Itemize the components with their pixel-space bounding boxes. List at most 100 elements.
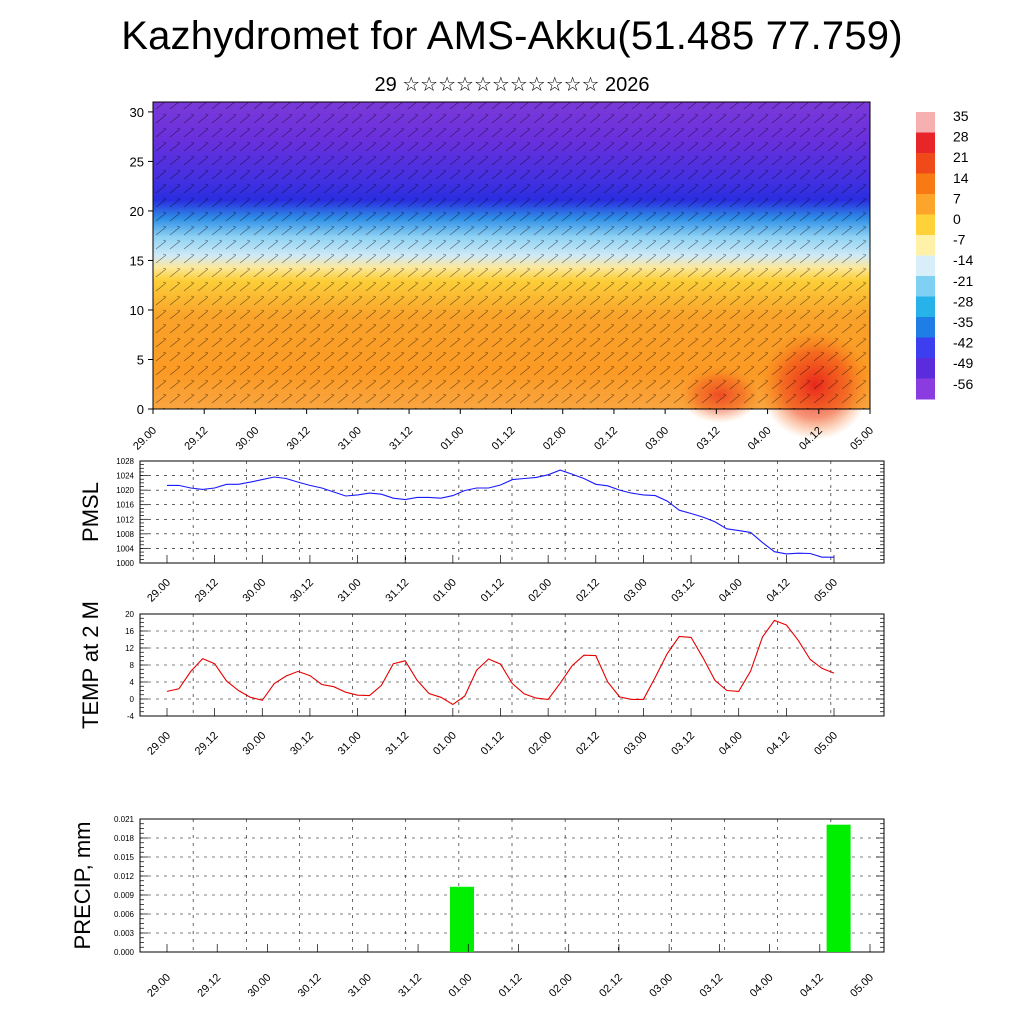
y-tick-label: 0 — [130, 695, 135, 704]
x-tick-label: 02.12 — [592, 425, 620, 453]
precip-panel: 0.000 0.003 0.006 0.009 0.012 0.015 0.018 0.021… — [70, 815, 885, 1000]
x-tick-label: 29.12 — [193, 730, 221, 758]
colorbar-swatch — [916, 276, 935, 297]
y-tick-label: 20 — [125, 610, 134, 619]
colorbar: 35 28 21 14 7 0 -7 -14 -21 -28 -35 -42 -49 -56 — [916, 108, 973, 400]
x-tick-label: 04.12 — [765, 730, 793, 758]
y-tick-label: 0.006 — [114, 910, 135, 919]
x-tick-label: 05.00 — [848, 425, 876, 453]
x-tick-label: 03.12 — [669, 730, 697, 758]
x-tick-label: 04.00 — [746, 425, 774, 453]
x-tick-label: 02.12 — [574, 730, 602, 758]
cross-section-panel: 0 5 10 15 20 25 30 29.00 29.12 30.00 30.12 31.00 31.… — [130, 101, 876, 453]
y-tick-label: 1028 — [116, 457, 134, 466]
pmsl-line — [167, 469, 834, 558]
colorbar-swatch — [916, 214, 935, 236]
colorbar-label: -28 — [953, 293, 973, 309]
colorbar-label: -56 — [953, 376, 973, 392]
x-tick-label: 31.12 — [383, 577, 411, 605]
x-tick-label: 01.00 — [438, 425, 466, 453]
colorbar-label: -49 — [953, 355, 973, 371]
x-tick-label: 30.00 — [240, 730, 268, 758]
y-tick-label: 30 — [130, 105, 144, 120]
y-tick-label: 1004 — [116, 544, 134, 553]
x-tick-label: 29.00 — [145, 730, 173, 758]
x-tick-label: 29.12 — [193, 577, 221, 605]
x-tick-label: 29.00 — [131, 425, 159, 453]
colorbar-swatch — [916, 173, 935, 195]
x-tick-label: 04.00 — [717, 577, 745, 605]
y-tick-label: 1020 — [116, 486, 134, 495]
x-tick-label: 31.12 — [396, 972, 424, 1000]
y-tick-label: 0.012 — [114, 872, 135, 881]
x-tick-label: 03.12 — [698, 972, 726, 1000]
y-tick-label: 10 — [130, 303, 144, 318]
x-tick-label: 03.12 — [695, 425, 723, 453]
colorbar-swatch — [916, 132, 935, 154]
colorbar-swatch — [916, 255, 935, 277]
colorbar-swatch — [916, 296, 935, 318]
x-tick-label: 30.12 — [296, 972, 324, 1000]
y-tick-label: 1012 — [116, 515, 134, 524]
y-tick-label: 1000 — [116, 559, 134, 568]
y-tick-label: 20 — [130, 204, 144, 219]
y-tick-label: -4 — [127, 712, 135, 721]
precip-bar — [450, 886, 475, 952]
colorbar-label: -42 — [953, 335, 973, 351]
x-tick-label: 30.00 — [240, 577, 268, 605]
precip-bar — [826, 824, 851, 952]
y-tick-label: 1024 — [116, 472, 134, 481]
colorbar-label: -35 — [953, 314, 973, 330]
x-tick-label: 30.00 — [246, 972, 274, 1000]
y-axis-title: PMSL — [78, 482, 103, 542]
x-tick-label: 29.00 — [145, 577, 173, 605]
x-tick-label: 05.00 — [812, 730, 840, 758]
colorbar-label: 28 — [953, 129, 969, 145]
temp-panel: -4 0 4 8 12 16 20 TEMP at 2 M 29.00 29.12 30.00 30.… — [78, 601, 885, 758]
x-tick-label: 31.12 — [383, 730, 411, 758]
y-tick-label: 4 — [130, 678, 135, 687]
x-tick-label: 02.12 — [574, 577, 602, 605]
y-tick-label: 15 — [130, 253, 144, 268]
y-tick-label: 5 — [137, 352, 144, 367]
x-tick-label: 02.00 — [526, 730, 554, 758]
temp2m-line — [166, 619, 835, 706]
colorbar-swatch — [916, 378, 935, 400]
colorbar-label: -21 — [953, 273, 973, 289]
x-tick-label: 01.00 — [431, 577, 459, 605]
colorbar-swatch — [916, 317, 935, 338]
y-axis-title: TEMP at 2 M — [78, 601, 103, 729]
x-tick-label: 05.00 — [848, 972, 876, 1000]
wind-vectors — [153, 102, 870, 409]
x-tick-label: 02.00 — [541, 425, 569, 453]
y-tick-label: 0.000 — [114, 948, 135, 957]
x-tick-label: 04.12 — [798, 972, 826, 1000]
y-tick-label: 8 — [130, 661, 135, 670]
x-tick-label: 01.00 — [431, 730, 459, 758]
colorbar-swatch — [916, 235, 935, 256]
y-tick-label: 25 — [130, 154, 144, 169]
colorbar-swatch — [916, 112, 935, 133]
chart-title: Kazhydromet for AMS-Akku(51.485 77.759) — [121, 14, 903, 58]
x-tick-label: 31.12 — [387, 425, 415, 453]
colorbar-label: 21 — [953, 149, 969, 165]
colorbar-label: -14 — [953, 252, 973, 268]
colorbar-swatch — [916, 337, 935, 359]
y-axis-title: PRECIP, mm — [70, 822, 95, 950]
x-tick-label: 04.00 — [717, 730, 745, 758]
colorbar-label: 14 — [953, 170, 969, 186]
pmsl-panel: 1000 1004 1008 1012 1016 1020 1024 1028 PMSL 29.0… — [78, 457, 885, 605]
x-tick-label: 31.00 — [336, 730, 364, 758]
x-tick-label: 01.12 — [497, 972, 525, 1000]
x-tick-label: 03.12 — [669, 577, 697, 605]
x-tick-label: 30.00 — [234, 425, 262, 453]
x-tick-label: 31.00 — [336, 425, 364, 453]
x-tick-label: 03.00 — [622, 577, 650, 605]
y-tick-label: 0.009 — [114, 891, 135, 900]
colorbar-swatch — [916, 358, 935, 379]
y-tick-label: 12 — [125, 644, 134, 653]
y-tick-label: 16 — [125, 627, 134, 636]
x-tick-label: 02.00 — [526, 577, 554, 605]
x-tick-label: 03.00 — [643, 425, 671, 453]
y-tick-label: 0 — [137, 402, 144, 417]
